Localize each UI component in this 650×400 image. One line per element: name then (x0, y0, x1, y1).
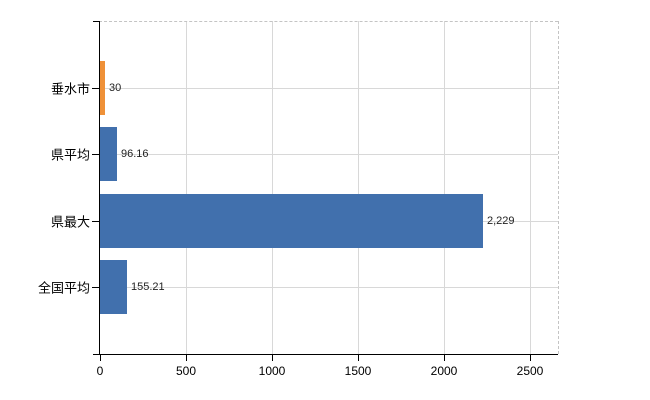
bar-全国平均 (100, 260, 127, 314)
y-axis-line (99, 21, 100, 354)
x-tick (358, 355, 359, 361)
x-tick-label: 1500 (344, 364, 372, 378)
gridline-horizontal (100, 88, 558, 89)
x-tick-label: 1000 (258, 364, 286, 378)
x-tick-label: 2000 (430, 364, 458, 378)
y-tick (92, 221, 99, 222)
bar-垂水市 (100, 61, 105, 115)
x-tick (530, 355, 531, 361)
value-label: 2,229 (487, 215, 515, 227)
x-tick (100, 355, 101, 361)
category-label-垂水市: 垂水市 (50, 81, 90, 97)
gridline-vertical (530, 21, 531, 354)
x-tick (444, 355, 445, 361)
x-tick (186, 355, 187, 361)
gridline-horizontal (100, 154, 558, 155)
bar-県最大 (100, 194, 483, 248)
gridline-vertical (444, 21, 445, 354)
x-axis-line (93, 354, 558, 355)
y-axis-end-tick (93, 21, 100, 22)
gridline-horizontal (100, 287, 558, 288)
x-tick-label: 0 (96, 364, 104, 378)
plot-border-top (99, 21, 558, 22)
category-label-県平均: 県平均 (50, 147, 90, 163)
category-label-全国平均: 全国平均 (37, 280, 90, 296)
y-tick (92, 88, 99, 89)
x-tick-label: 2500 (516, 364, 544, 378)
gridline-vertical (272, 21, 273, 354)
gridline-horizontal (100, 221, 558, 222)
plot-border-right (558, 21, 559, 354)
y-tick (92, 154, 99, 155)
value-label: 96.16 (121, 148, 149, 160)
x-tick-label: 500 (175, 364, 197, 378)
value-label: 30 (109, 82, 122, 94)
bar-県平均 (100, 127, 117, 181)
y-tick (92, 287, 99, 288)
gridline-vertical (358, 21, 359, 354)
value-label: 155.21 (131, 281, 165, 293)
gridline-vertical (186, 21, 187, 354)
category-label-県最大: 県最大 (50, 214, 90, 230)
x-tick (272, 355, 273, 361)
